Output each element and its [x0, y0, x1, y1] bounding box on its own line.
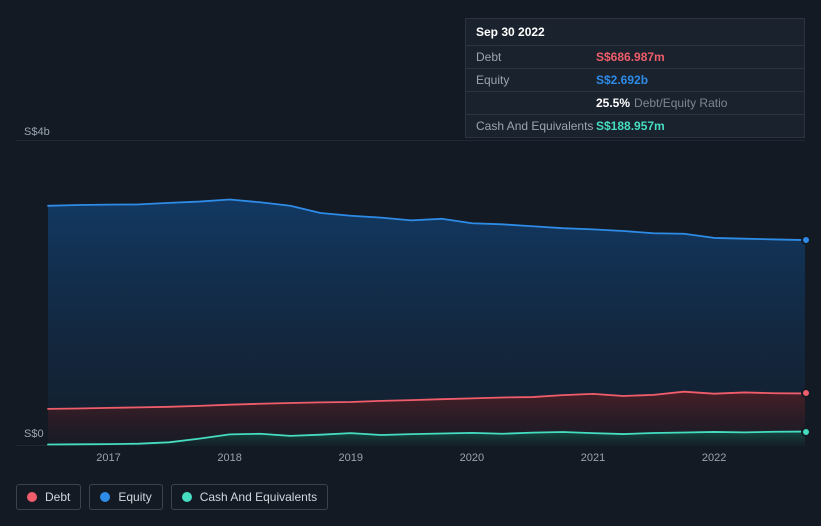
- tooltip-key: Equity: [476, 73, 596, 87]
- x-axis-tick: 2018: [217, 452, 241, 464]
- tooltip-key: Debt: [476, 50, 596, 64]
- tooltip-row: Cash And EquivalentsS$188.957m: [466, 114, 804, 137]
- tooltip-value: S$188.957m: [596, 119, 794, 133]
- x-axis-ticks: 2017 2018 2019 2020 2021 2022: [16, 452, 805, 470]
- chart-legend: Debt Equity Cash And Equivalents: [16, 484, 328, 510]
- legend-item[interactable]: Debt: [16, 484, 81, 510]
- legend-item[interactable]: Cash And Equivalents: [171, 484, 328, 510]
- tooltip-row: DebtS$686.987m: [466, 45, 804, 68]
- tooltip-value: S$686.987m: [596, 50, 794, 64]
- series-end-marker: [801, 427, 811, 437]
- tooltip-value: 25.5%Debt/Equity Ratio: [596, 96, 794, 110]
- tooltip-row: EquityS$2.692b: [466, 68, 804, 91]
- x-axis-tick: 2020: [460, 452, 484, 464]
- series-end-marker: [801, 388, 811, 398]
- tooltip-key: [476, 96, 596, 110]
- legend-label: Cash And Equivalents: [200, 490, 317, 504]
- x-axis-tick: 2019: [339, 452, 363, 464]
- legend-swatch-icon: [182, 492, 192, 502]
- series-end-marker: [801, 235, 811, 245]
- legend-swatch-icon: [100, 492, 110, 502]
- area-chart: [16, 140, 805, 446]
- legend-label: Debt: [45, 490, 70, 504]
- x-axis-tick: 2021: [581, 452, 605, 464]
- legend-label: Equity: [118, 490, 151, 504]
- chart-tooltip: Sep 30 2022 DebtS$686.987mEquityS$2.692b…: [465, 18, 805, 138]
- x-axis-tick: 2022: [702, 452, 726, 464]
- tooltip-key: Cash And Equivalents: [476, 119, 596, 133]
- y-axis-label-max: S$4b: [24, 126, 50, 138]
- legend-item[interactable]: Equity: [89, 484, 162, 510]
- legend-swatch-icon: [27, 492, 37, 502]
- tooltip-date: Sep 30 2022: [466, 19, 804, 45]
- x-axis-tick: 2017: [96, 452, 120, 464]
- tooltip-row: 25.5%Debt/Equity Ratio: [466, 91, 804, 114]
- tooltip-value: S$2.692b: [596, 73, 794, 87]
